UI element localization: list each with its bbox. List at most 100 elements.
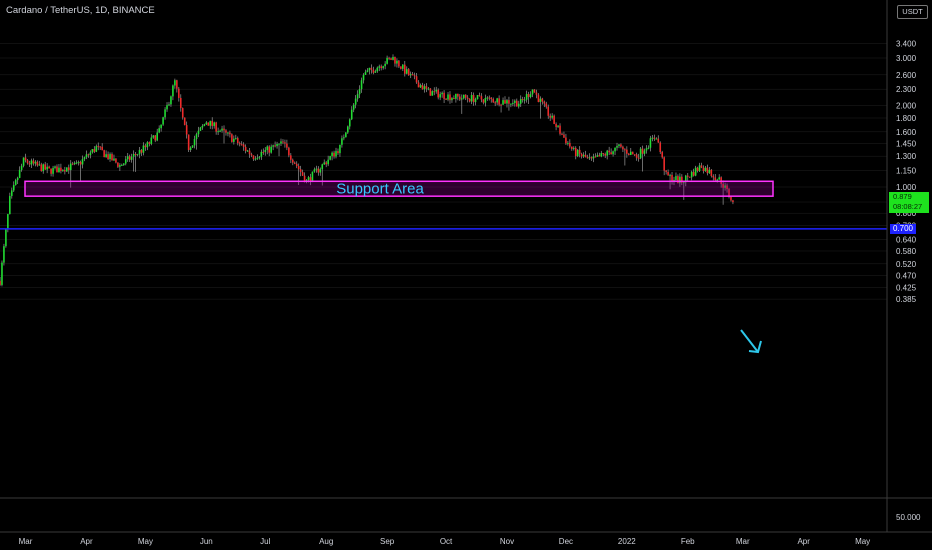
candle-body xyxy=(7,214,9,230)
candle-body xyxy=(113,158,115,161)
candle-body xyxy=(290,155,292,160)
candle-body xyxy=(160,124,162,129)
time-tick-label: Apr xyxy=(797,537,810,546)
candle-body xyxy=(403,64,406,74)
candle-body xyxy=(569,142,571,147)
candle-body xyxy=(384,63,386,67)
candle-body xyxy=(470,94,473,102)
candle-body xyxy=(584,154,587,158)
candle-body xyxy=(111,154,113,161)
time-tick-label: Jun xyxy=(200,537,213,546)
candle-body xyxy=(527,93,530,98)
candle-body xyxy=(225,130,227,133)
candle-body xyxy=(356,94,359,99)
candle-body xyxy=(315,168,318,170)
price-axis: 3.400 3.000 2.600 2.300 2.000 1.800 1.600 1.450… xyxy=(896,39,917,304)
candle-body xyxy=(217,131,219,133)
candle-body xyxy=(341,138,343,145)
candle-body xyxy=(313,169,316,172)
candle-body xyxy=(199,127,202,131)
candle-body xyxy=(260,151,263,157)
candle-body xyxy=(523,99,526,101)
candle-body xyxy=(207,122,210,126)
candle-body xyxy=(66,167,68,172)
candle-body xyxy=(101,146,103,151)
candle-body xyxy=(26,160,29,164)
support-area-box[interactable] xyxy=(24,180,774,197)
candle-body xyxy=(1,262,3,285)
price-tick-label: 0.470 xyxy=(896,272,917,281)
candle-body xyxy=(455,93,457,99)
candle-body xyxy=(683,182,685,184)
candle-body xyxy=(706,167,709,174)
candle-body xyxy=(641,148,644,154)
candle-body xyxy=(419,85,422,88)
time-tick-label: May xyxy=(138,537,153,546)
candle-body xyxy=(75,162,78,164)
candle-body xyxy=(178,88,180,98)
candle-body xyxy=(136,154,139,156)
candle-body xyxy=(665,170,667,172)
candle-body xyxy=(688,176,691,178)
candle-body xyxy=(413,75,416,77)
candle-body xyxy=(179,97,182,109)
support-area-label: Support Area xyxy=(336,181,424,198)
time-tick-label: May xyxy=(855,537,870,546)
time-tick-label: Dec xyxy=(559,537,573,546)
price-tick-label: 1.150 xyxy=(896,167,917,176)
price-tick-label: 2.600 xyxy=(896,71,917,80)
candle-body xyxy=(343,137,345,139)
candle-body xyxy=(185,125,188,135)
symbol-title: Cardano / TetherUS, 1D, BINANCE xyxy=(6,5,155,16)
candle-body xyxy=(618,144,620,147)
candle-body xyxy=(32,160,35,164)
price-tick-label: 1.800 xyxy=(896,114,917,123)
last-price-value: 0.879 xyxy=(893,192,912,202)
candle-body xyxy=(663,157,665,171)
candle-body xyxy=(732,200,734,203)
candle-body xyxy=(460,98,463,100)
candle-body xyxy=(128,156,131,160)
candle-body xyxy=(335,151,337,157)
candle-body xyxy=(83,157,86,160)
candle-body xyxy=(679,176,681,184)
candle-body xyxy=(152,135,155,138)
candle-body xyxy=(598,155,601,157)
candle-body xyxy=(121,164,123,166)
candle-body xyxy=(124,159,127,164)
candle-body xyxy=(174,80,176,86)
candle-body xyxy=(451,98,453,101)
candle-body xyxy=(624,149,626,151)
candle-body xyxy=(291,159,294,163)
volume-axis-tick: 50.000 xyxy=(896,513,921,522)
candle-body xyxy=(119,165,121,167)
price-tick-label: 1.600 xyxy=(896,128,917,137)
candle-body xyxy=(69,163,72,171)
currency-selector[interactable]: USDT xyxy=(897,5,928,19)
candle-body xyxy=(268,146,271,153)
time-tick-label: Oct xyxy=(440,537,453,546)
price-tick-label: 0.580 xyxy=(896,247,917,256)
candle-body xyxy=(567,142,569,144)
candle-body xyxy=(431,91,434,96)
grid xyxy=(0,43,887,300)
candle-body xyxy=(238,143,241,145)
candle-body xyxy=(500,104,502,106)
candle-body xyxy=(354,98,357,105)
time-tick-label: Feb xyxy=(681,537,695,546)
candle-body xyxy=(172,85,174,97)
candle-body xyxy=(592,156,595,159)
candle-body xyxy=(130,156,133,160)
candle-body xyxy=(213,122,215,126)
candle-body xyxy=(319,169,322,173)
candle-body xyxy=(712,175,715,178)
candle-body xyxy=(36,161,39,166)
candle-body xyxy=(276,144,278,147)
candle-body xyxy=(476,95,479,100)
candle-body xyxy=(441,92,443,95)
price-tick-label: 3.000 xyxy=(896,54,917,63)
candle-body xyxy=(726,185,728,190)
time-tick-label: Mar xyxy=(19,537,33,546)
candle-body xyxy=(62,170,64,172)
